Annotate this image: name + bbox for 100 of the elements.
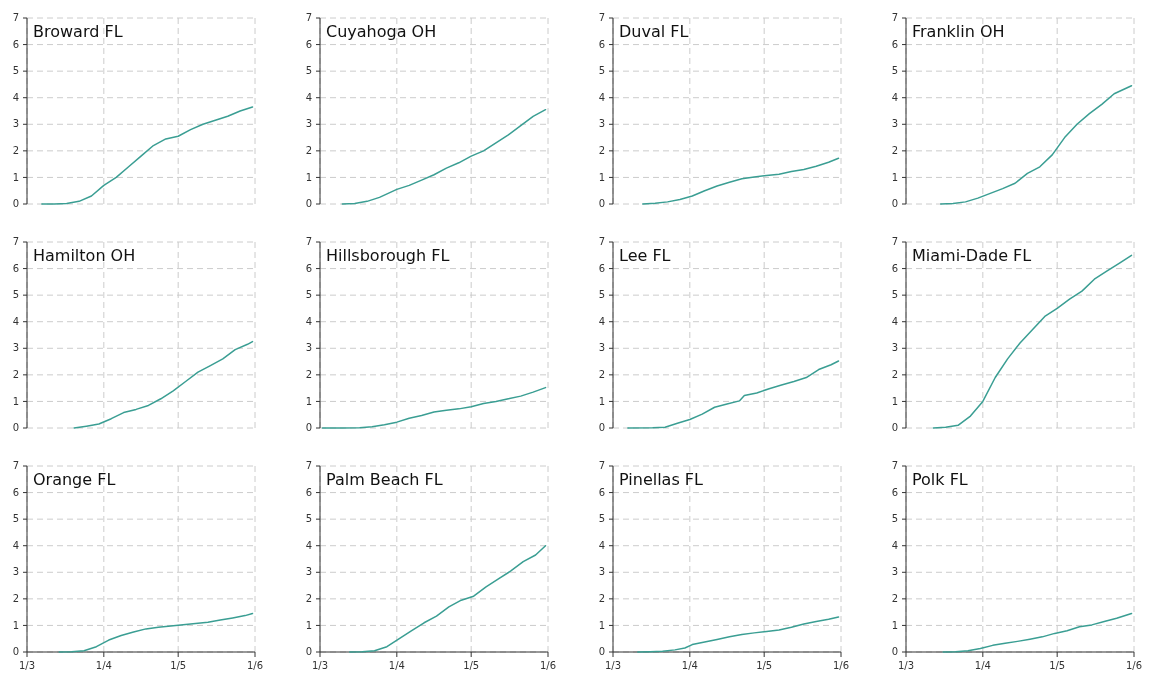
y-tick-label: 4 — [598, 91, 605, 103]
chart-title: Hamilton OH — [33, 246, 136, 265]
y-tick-label: 3 — [891, 342, 898, 354]
y-tick-label: 6 — [598, 38, 605, 50]
x-tick-label: 1/4 — [388, 660, 405, 671]
y-tick-label: 0 — [891, 198, 898, 210]
y-tick-label: 5 — [891, 65, 898, 77]
chart-title: Polk FL — [912, 470, 968, 489]
line-series — [41, 106, 254, 205]
chart-title: Lee FL — [619, 246, 671, 265]
y-tick-label: 0 — [12, 422, 19, 434]
y-tick-label: 0 — [305, 646, 312, 658]
chart-title: Franklin OH — [912, 22, 1005, 41]
y-tick-label: 7 — [12, 12, 19, 24]
y-tick-label: 6 — [891, 262, 898, 274]
line-series — [627, 360, 840, 429]
line-series — [348, 544, 547, 653]
y-tick-label: 4 — [891, 315, 898, 327]
y-tick-label: 5 — [598, 289, 605, 301]
line-series — [939, 85, 1133, 205]
y-tick-label: 2 — [12, 369, 19, 381]
y-tick-label: 2 — [891, 369, 898, 381]
y-tick-label: 4 — [12, 315, 19, 327]
y-tick-label: 2 — [598, 369, 605, 381]
y-tick-label: 7 — [12, 236, 19, 248]
y-tick-label: 1 — [305, 619, 312, 631]
y-tick-label: 1 — [12, 619, 19, 631]
x-tick-label: 1/5 — [1049, 660, 1066, 671]
y-tick-label: 6 — [598, 486, 605, 498]
y-tick-label: 5 — [305, 65, 312, 77]
x-tick-label: 1/3 — [18, 660, 36, 671]
y-tick-label: 3 — [891, 566, 898, 578]
x-tick-label: 1/6 — [246, 660, 264, 671]
y-tick-label: 3 — [305, 118, 312, 130]
y-tick-label: 3 — [305, 566, 312, 578]
x-tick-label: 1/6 — [832, 660, 850, 671]
y-tick-label: 7 — [891, 460, 898, 472]
chart-title: Duval FL — [619, 22, 689, 41]
y-tick-label: 7 — [891, 12, 898, 24]
y-tick-label: 2 — [305, 593, 312, 605]
y-tick-label: 4 — [891, 91, 898, 103]
chart-title: Miami-Dade FL — [912, 246, 1032, 265]
y-tick-label: 4 — [305, 91, 312, 103]
y-tick-label: 2 — [598, 593, 605, 605]
y-tick-label: 4 — [12, 539, 19, 551]
line-series — [73, 340, 254, 429]
y-tick-label: 1 — [598, 171, 605, 183]
x-tick-label: 1/6 — [1125, 660, 1143, 671]
y-tick-label: 3 — [891, 118, 898, 130]
y-tick-label: 4 — [305, 315, 312, 327]
y-tick-label: 3 — [598, 566, 605, 578]
x-tick-label: 1/4 — [95, 660, 112, 671]
y-tick-label: 0 — [12, 198, 19, 210]
y-tick-label: 1 — [305, 395, 312, 407]
y-tick-label: 6 — [305, 486, 312, 498]
x-tick-label: 1/3 — [311, 660, 329, 671]
line-series — [637, 616, 840, 653]
y-tick-label: 4 — [598, 315, 605, 327]
y-tick-label: 2 — [891, 145, 898, 157]
chart-title: Orange FL — [33, 470, 116, 489]
y-tick-label: 0 — [12, 646, 19, 658]
y-tick-label: 7 — [305, 12, 312, 24]
y-tick-label: 0 — [598, 646, 605, 658]
line-series — [58, 612, 254, 653]
y-tick-label: 3 — [12, 118, 19, 130]
y-tick-label: 3 — [598, 342, 605, 354]
y-tick-label: 0 — [598, 422, 605, 434]
y-tick-label: 7 — [598, 236, 605, 248]
chart-title: Palm Beach FL — [326, 470, 443, 489]
y-tick-label: 1 — [305, 171, 312, 183]
x-tick-label: 1/5 — [756, 660, 773, 671]
y-tick-label: 1 — [12, 171, 19, 183]
y-tick-label: 1 — [598, 619, 605, 631]
y-tick-label: 0 — [305, 422, 312, 434]
y-tick-label: 4 — [891, 539, 898, 551]
y-tick-label: 5 — [12, 513, 19, 525]
y-tick-label: 5 — [598, 513, 605, 525]
y-tick-label: 5 — [891, 289, 898, 301]
y-tick-label: 7 — [891, 236, 898, 248]
y-tick-label: 6 — [12, 486, 19, 498]
y-tick-label: 3 — [598, 118, 605, 130]
chart-title: Hillsborough FL — [326, 246, 450, 265]
y-tick-label: 0 — [598, 198, 605, 210]
y-tick-label: 0 — [891, 646, 898, 658]
y-tick-label: 2 — [891, 593, 898, 605]
y-tick-label: 5 — [891, 513, 898, 525]
y-tick-label: 5 — [305, 289, 312, 301]
x-tick-label: 1/3 — [897, 660, 915, 671]
y-tick-label: 1 — [891, 619, 898, 631]
x-tick-label: 1/5 — [463, 660, 480, 671]
y-tick-label: 6 — [598, 262, 605, 274]
y-tick-label: 7 — [305, 460, 312, 472]
chart-title: Broward FL — [33, 22, 123, 41]
y-tick-label: 0 — [891, 422, 898, 434]
y-tick-label: 6 — [12, 262, 19, 274]
y-tick-label: 3 — [12, 566, 19, 578]
y-tick-label: 2 — [12, 145, 19, 157]
y-tick-label: 0 — [305, 198, 312, 210]
y-tick-label: 2 — [12, 593, 19, 605]
y-tick-label: 7 — [12, 460, 19, 472]
